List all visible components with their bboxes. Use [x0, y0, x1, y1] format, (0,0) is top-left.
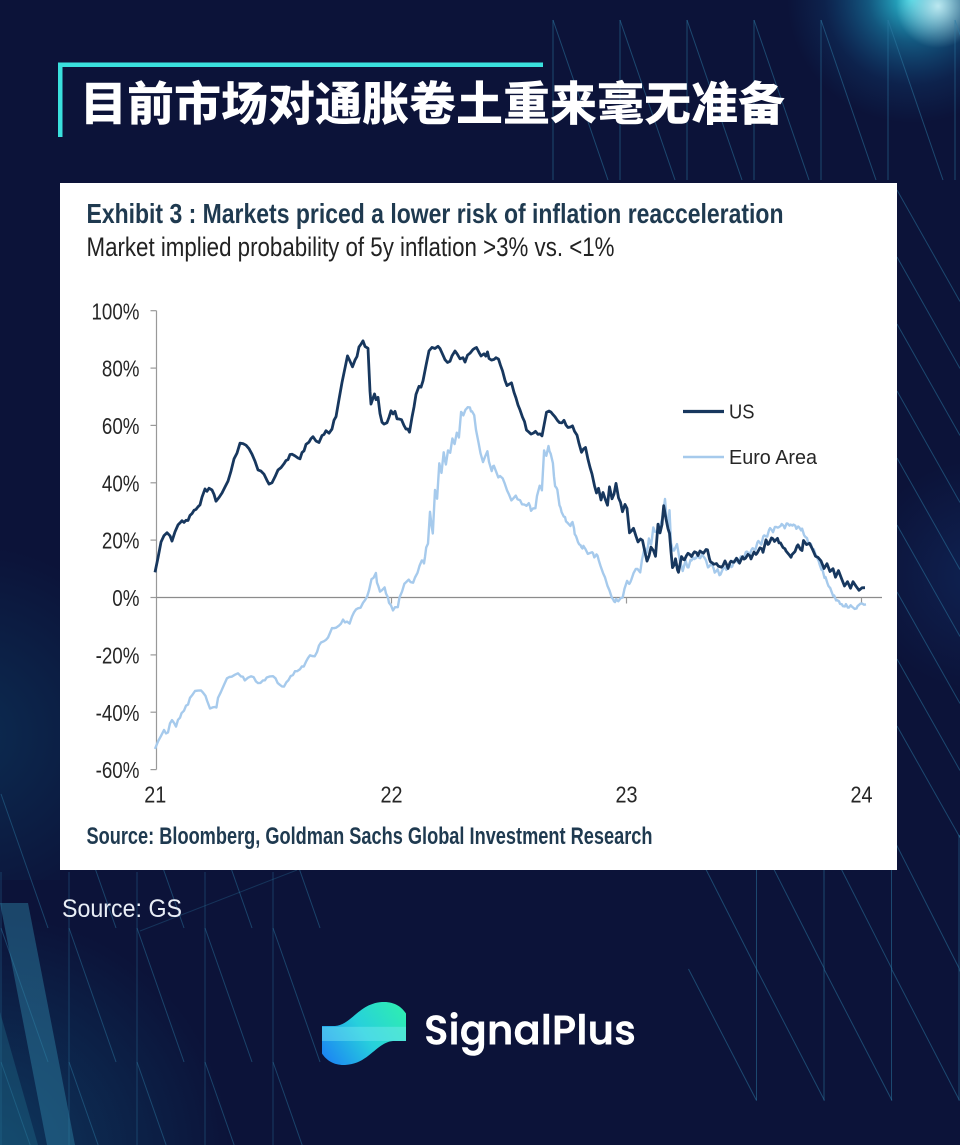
svg-text:24: 24 [851, 782, 873, 808]
svg-text:60%: 60% [102, 413, 140, 439]
svg-text:20%: 20% [102, 528, 140, 554]
svg-text:100%: 100% [92, 298, 140, 324]
svg-text:-20%: -20% [96, 643, 140, 669]
svg-text:Source: Bloomberg, Goldman Sac: Source: Bloomberg, Goldman Sachs Global … [87, 823, 653, 850]
svg-text:80%: 80% [102, 356, 140, 382]
svg-text:Exhibit 3 : Markets priced a l: Exhibit 3 : Markets priced a lower risk … [87, 198, 784, 229]
svg-text:-40%: -40% [96, 700, 140, 726]
svg-text:US: US [729, 401, 755, 424]
svg-text:Market implied probability of: Market implied probability of 5y inflati… [87, 232, 615, 262]
svg-text:Euro Area: Euro Area [729, 446, 818, 469]
svg-text:22: 22 [381, 782, 403, 808]
svg-text:Source: GS: Source: GS [62, 895, 182, 923]
svg-text:21: 21 [144, 782, 166, 808]
svg-text:40%: 40% [102, 470, 140, 496]
svg-text:0%: 0% [112, 585, 139, 611]
svg-text:23: 23 [616, 782, 638, 808]
svg-text:-60%: -60% [96, 757, 140, 783]
